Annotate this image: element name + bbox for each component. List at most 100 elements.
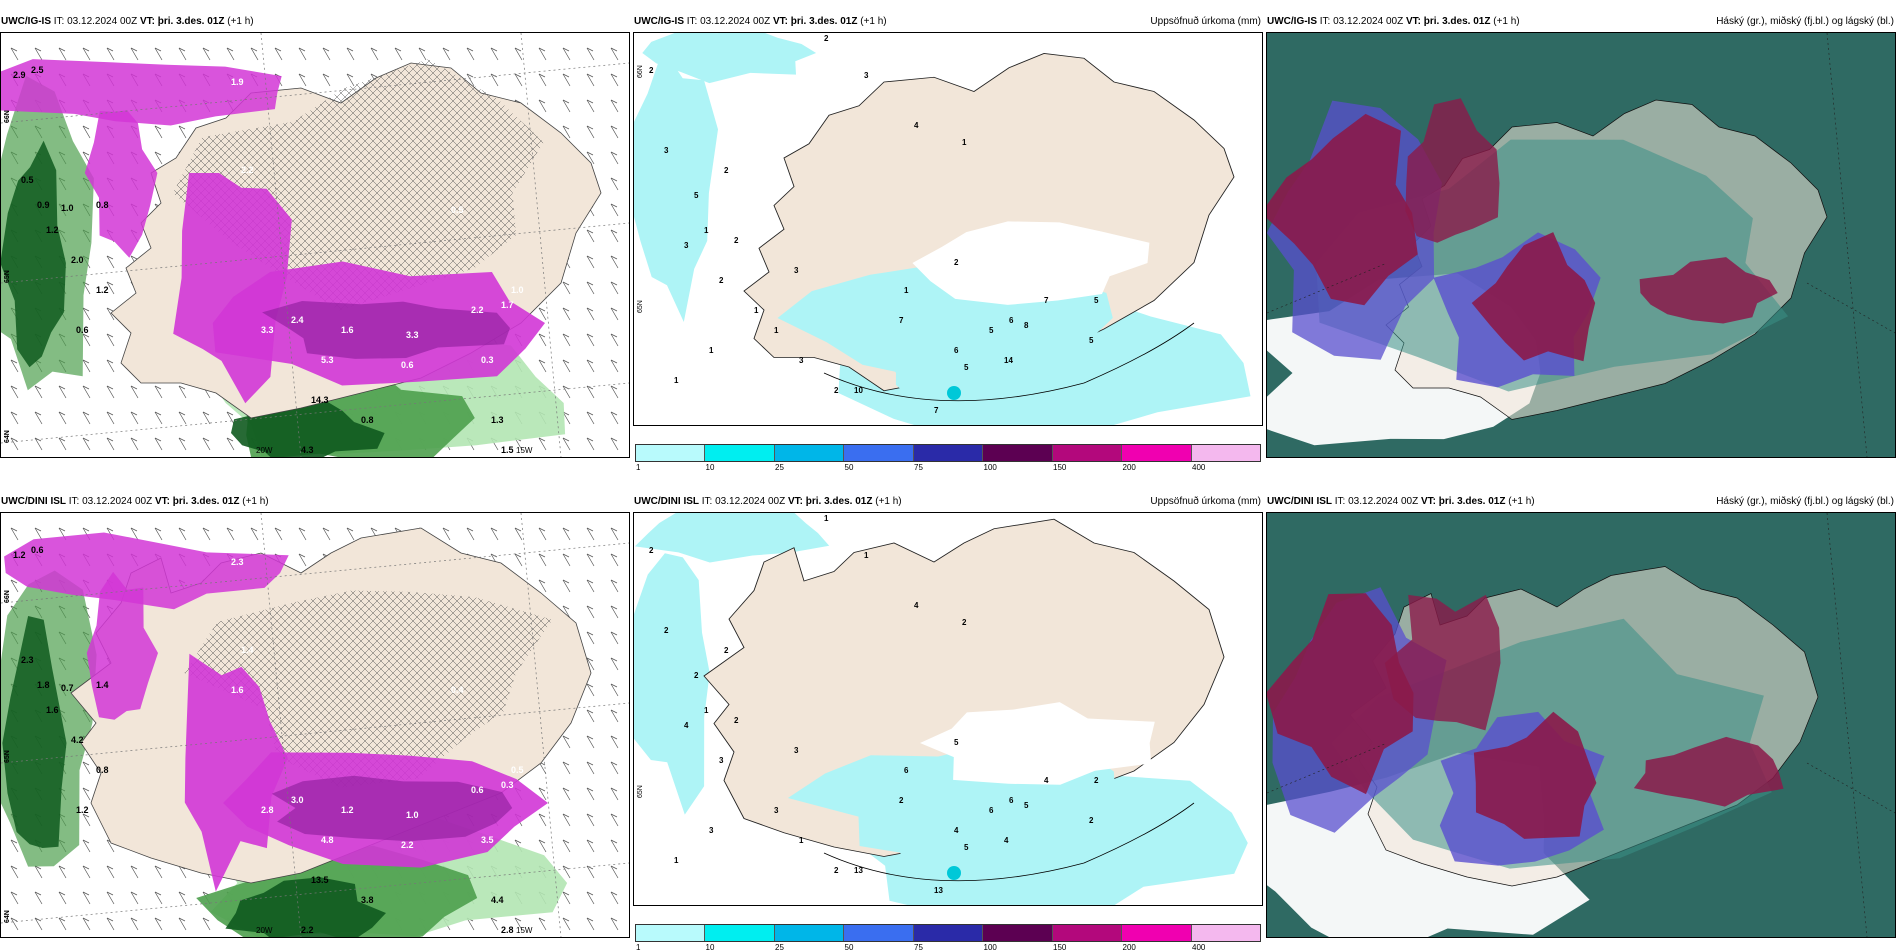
accum-value-label: 2 [664, 626, 669, 635]
wind-barb [538, 839, 547, 853]
wind-barb [322, 47, 330, 52]
wind-barb [106, 307, 115, 321]
wind-barb [10, 865, 19, 879]
wind-barb [58, 437, 67, 451]
graticule [1267, 33, 1895, 457]
wind-barb [106, 359, 115, 373]
colorbar-swatch [1191, 445, 1260, 461]
accum-value-label: 5 [954, 738, 959, 747]
precip-value-label: 4.4 [491, 895, 504, 905]
colorbar-swatch [1052, 925, 1123, 941]
map-canvas: 66N 65N 64N 20W 15W 1.2 0.6 1.8 2.3 2.3 1.8 0.7 1.4 1… [1, 513, 629, 937]
wind-barb [562, 605, 570, 610]
wind-barb [610, 683, 619, 697]
wind-barb [130, 437, 138, 442]
wind-barb [610, 151, 619, 165]
precip-band-north [1, 59, 282, 126]
wind-barb [610, 735, 618, 740]
wind-barb [610, 839, 619, 853]
graticule-line [1, 862, 629, 924]
wind-barb [586, 307, 595, 321]
wind-barb [586, 47, 594, 52]
accum-map: 65N 1 1 2 2 2 2 2 1 2 4 3 3 1 2 4 5 6 1 3 2 4 5 6 6 5 4 13 13 4 2 2 3 [633, 512, 1263, 906]
precip-value-label: 2.8 [501, 925, 514, 935]
wind-barb [106, 307, 114, 312]
wind-barb [586, 579, 594, 584]
precip-value-label: 0.6 [76, 325, 89, 335]
wind-barb [586, 917, 594, 922]
precip-value-label: 0.6 [471, 785, 484, 795]
wind-barb [418, 47, 426, 52]
wind-barb [154, 891, 163, 905]
wind-barb [82, 917, 91, 931]
panel-title: Uppsöfnuð úrkoma (mm) [1150, 496, 1261, 507]
wind-barb [10, 437, 19, 451]
wind-barb [130, 527, 138, 532]
wind-barb [562, 813, 570, 818]
wind-barb [610, 527, 619, 541]
wind-barb [106, 333, 115, 347]
wind-barb [82, 333, 90, 338]
wind-barb [154, 917, 163, 931]
wind-barb [610, 151, 618, 156]
wind-barb [154, 411, 162, 416]
wind-barb [58, 385, 66, 390]
wind-barb [298, 527, 307, 541]
wind-barb [34, 385, 42, 390]
wind-barb [514, 527, 523, 541]
lat-label: 65N [4, 270, 11, 283]
wind-barb [58, 385, 67, 399]
wind-barb [274, 527, 282, 532]
wind-barb [274, 47, 282, 52]
wind-barb [562, 787, 570, 792]
accum-area-coast [892, 827, 1020, 878]
precip-value-label: 1.2 [76, 805, 89, 815]
wind-barb [10, 359, 19, 373]
wind-barb [106, 437, 115, 451]
wind-barb [82, 839, 91, 853]
wind-barb [562, 385, 571, 399]
graticule [1, 513, 629, 937]
wind-barb [562, 605, 571, 619]
wind-barb [154, 891, 162, 896]
wind-barb [298, 527, 306, 532]
accum-value-label: 3 [799, 356, 804, 365]
wind-barb [610, 47, 618, 52]
wind-barb [202, 527, 210, 532]
wind-barb [106, 281, 115, 295]
wind-barb [610, 229, 619, 243]
wind-barb [610, 411, 619, 425]
wind-barb [586, 47, 595, 61]
wind-barb [130, 255, 138, 260]
precip-value-label: 3.0 [291, 795, 304, 805]
wind-barb [10, 385, 19, 399]
wind-barb [298, 553, 306, 558]
accum-value-label: 3 [684, 241, 689, 250]
wind-barb [562, 125, 570, 130]
wind-barb [322, 73, 330, 78]
map-canvas [1267, 513, 1895, 937]
wind-barb [178, 411, 187, 425]
contour-line [823, 322, 1195, 402]
wind-barb [562, 553, 570, 558]
accum-value-label: 8 [1024, 321, 1029, 330]
wind-barb [82, 839, 90, 844]
wind-barb [538, 553, 546, 558]
wind-barb [442, 527, 451, 541]
colorbar-swatch [705, 925, 775, 941]
panel-header: UWC/IG-IS IT: 03.12.2024 00Z VT: þri. 3.… [633, 12, 1263, 32]
wind-barb [562, 73, 570, 78]
colorbar-swatch [1191, 925, 1260, 941]
precip-value-label: 2.2 [241, 165, 254, 175]
wind-barb [562, 813, 571, 827]
graticule [1267, 513, 1895, 937]
wind-barb [178, 527, 187, 541]
accum-value-label: 1 [962, 138, 967, 147]
colorbar-swatch [983, 445, 1053, 461]
precip-value-label: 1.4 [241, 645, 254, 655]
wind-barb [562, 579, 571, 593]
wind-barb [10, 579, 18, 584]
wind-barb [586, 99, 594, 104]
wind-barb [82, 333, 91, 347]
wind-barb [538, 73, 546, 78]
